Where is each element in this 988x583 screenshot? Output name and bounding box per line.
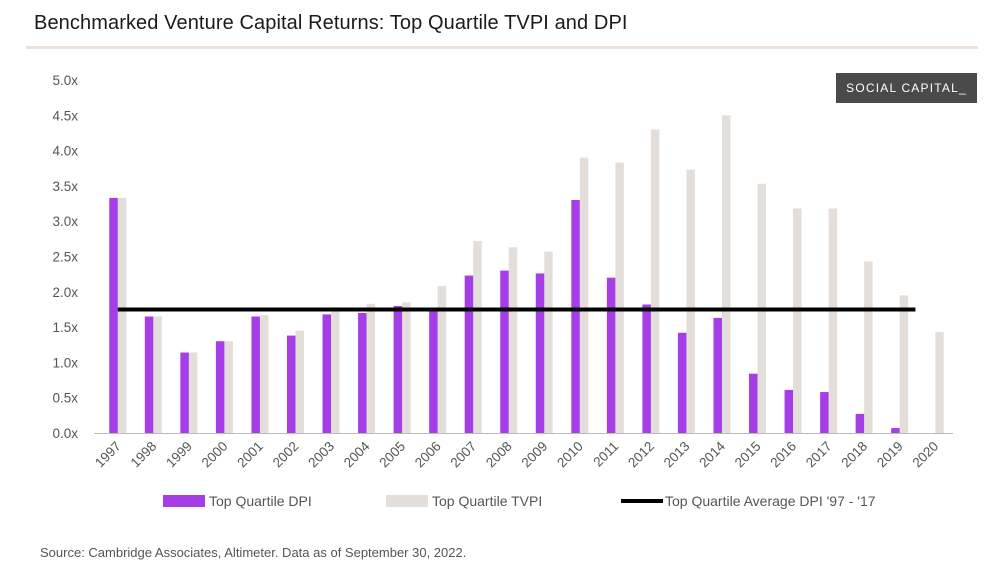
dpi-bar <box>571 200 580 433</box>
tvpi-bar <box>508 247 518 433</box>
y-axis: 0.0x 0.5x 1.0x 1.5x 2.0x 2.5x 3.0x 3.5x 4.0x 4.5x… <box>52 73 78 441</box>
dpi-bar <box>891 428 900 433</box>
tvpi-bar <box>793 208 802 433</box>
x-tick-label: 1998 <box>128 439 160 471</box>
x-tick-label: 2000 <box>199 439 231 471</box>
x-tick-label: 2012 <box>625 439 657 471</box>
dpi-bar <box>358 312 367 433</box>
x-tick-label: 2019 <box>874 439 906 471</box>
dpi-bar <box>322 314 332 433</box>
x-tick-label: 2014 <box>696 438 728 470</box>
tvpi-bar <box>828 208 838 433</box>
brand-badge: SOCIAL CAPITAL_ <box>836 73 977 103</box>
tvpi-bar <box>224 341 233 433</box>
dpi-bar <box>286 335 296 433</box>
dpi-bar <box>713 317 722 433</box>
title-divider <box>26 46 978 49</box>
dpi-bar <box>820 392 829 433</box>
dpi-bar <box>215 341 225 433</box>
x-tick-label: 2017 <box>803 439 835 471</box>
x-axis: 1997 1998 1999 2000 2001 2002 2003 2004 2005 2006… <box>92 438 941 470</box>
x-tick-label: 2010 <box>554 439 586 471</box>
dpi-bar <box>251 316 260 433</box>
y-tick-label: 3.0x <box>52 214 78 229</box>
legend-label-tvpi: Top Quartile TVPI <box>432 493 543 509</box>
x-tick-label: 2018 <box>838 439 870 471</box>
tvpi-bar <box>117 197 127 433</box>
x-tick-label: 1999 <box>163 439 195 471</box>
tvpi-bar <box>473 240 482 433</box>
tvpi-bar <box>864 261 873 433</box>
dpi-bar <box>749 373 758 433</box>
tvpi-bar <box>899 295 909 433</box>
y-tick-label: 4.5x <box>52 108 78 123</box>
y-tick-label: 5.0x <box>52 73 78 88</box>
tvpi-bar <box>579 157 589 433</box>
tvpi-bar <box>615 162 624 434</box>
y-tick-label: 0.5x <box>52 391 78 406</box>
x-tick-label: 2011 <box>590 439 621 470</box>
x-tick-label: 2013 <box>661 439 693 471</box>
tvpi-bar <box>295 330 304 433</box>
dpi-bar <box>677 332 687 433</box>
dpi-bars <box>109 197 900 433</box>
tvpi-bar <box>366 303 376 433</box>
x-tick-label: 2005 <box>376 439 408 471</box>
tvpi-bar <box>935 332 944 433</box>
x-tick-label: 2006 <box>412 439 444 471</box>
tvpi-bar <box>402 302 411 433</box>
tvpi-bar <box>188 352 198 433</box>
tvpi-bar <box>544 251 553 433</box>
legend-item-average: Top Quartile Average DPI '97 - '17 <box>621 493 876 509</box>
tvpi-bar <box>331 307 340 433</box>
x-tick-label: 2004 <box>341 438 373 470</box>
source-note: Source: Cambridge Associates, Altimeter.… <box>40 545 467 560</box>
x-tick-label: 2002 <box>270 439 302 471</box>
tvpi-bar <box>437 286 447 433</box>
tvpi-bar <box>721 115 731 434</box>
x-tick-label: 2016 <box>767 439 799 471</box>
x-tick-label: 2020 <box>909 439 941 471</box>
x-tick-label: 2015 <box>732 439 764 471</box>
tvpi-bar <box>259 315 269 433</box>
x-tick-label: 1997 <box>92 439 124 471</box>
y-tick-label: 0.0x <box>52 426 78 441</box>
x-tick-label: 2001 <box>234 439 266 471</box>
dpi-bar <box>144 316 154 433</box>
dpi-bar <box>393 305 403 433</box>
y-tick-label: 2.5x <box>52 250 78 265</box>
y-tick-label: 3.5x <box>52 179 78 194</box>
dpi-bar <box>784 389 794 433</box>
y-tick-label: 2.0x <box>52 285 78 300</box>
tvpi-bar <box>650 129 660 434</box>
chart-title: Benchmarked Venture Capital Returns: Top… <box>34 12 628 34</box>
x-tick-label: 2007 <box>447 439 479 471</box>
dpi-bar <box>855 413 865 433</box>
dpi-bar <box>606 277 616 433</box>
y-tick-label: 1.5x <box>52 320 78 335</box>
tvpi-bar <box>686 169 695 434</box>
legend-label-average: Top Quartile Average DPI '97 - '17 <box>665 493 876 509</box>
tvpi-bars <box>117 115 944 434</box>
dpi-bar <box>464 275 474 433</box>
y-tick-label: 1.0x <box>52 355 78 370</box>
legend-item-dpi: Top Quartile DPI <box>163 493 312 509</box>
dpi-bar <box>535 273 545 433</box>
dpi-bar <box>180 352 189 433</box>
tvpi-bar <box>153 316 162 433</box>
dpi-bar <box>500 270 509 433</box>
legend-item-tvpi: Top Quartile TVPI <box>386 493 542 509</box>
y-tick-label: 4.0x <box>52 144 78 159</box>
dpi-bar <box>109 197 118 433</box>
dpi-bar <box>429 309 438 433</box>
x-tick-label: 2008 <box>483 439 515 471</box>
x-tick-label: 2003 <box>305 439 337 471</box>
legend-line-average <box>621 499 663 503</box>
x-tick-label: 2009 <box>519 439 551 471</box>
dpi-bar <box>642 304 651 433</box>
legend-swatch-dpi <box>163 495 205 507</box>
legend-label-dpi: Top Quartile DPI <box>209 493 312 509</box>
legend-swatch-tvpi <box>386 495 428 507</box>
